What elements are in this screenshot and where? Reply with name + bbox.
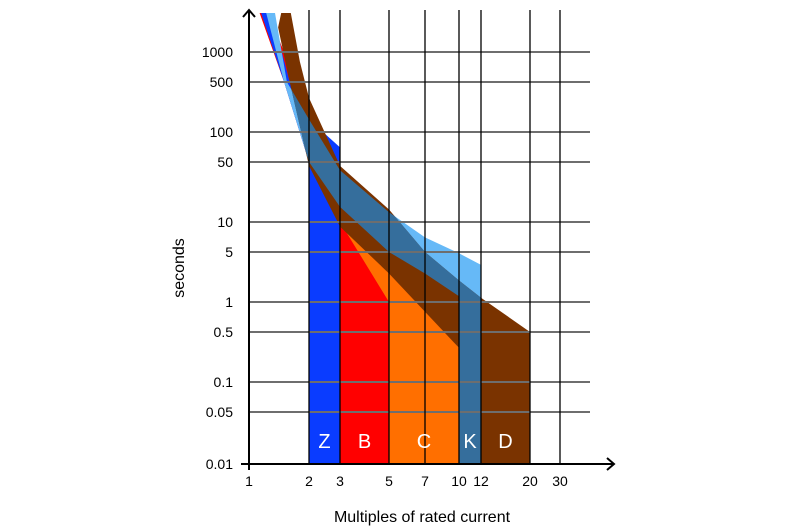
y-tick-label: 0.01 bbox=[206, 456, 233, 472]
x-tick-label: 20 bbox=[522, 473, 538, 489]
x-tick-label: 2 bbox=[305, 473, 313, 489]
y-tick-label: 50 bbox=[217, 154, 233, 170]
y-tick-label: 0.1 bbox=[214, 374, 234, 390]
bands-layer bbox=[259, 13, 530, 465]
band-c bbox=[329, 187, 459, 465]
axes bbox=[241, 8, 616, 471]
band-label-b: B bbox=[358, 431, 371, 453]
band-label-d: D bbox=[498, 431, 512, 453]
x-tick-label: 1 bbox=[245, 473, 253, 489]
grid bbox=[249, 10, 590, 464]
x-tick-label: 30 bbox=[552, 473, 568, 489]
y-tick-label: 10 bbox=[217, 214, 233, 230]
band-label-z: Z bbox=[318, 431, 330, 453]
y-tick-label: 500 bbox=[210, 74, 234, 90]
x-tick-label: 12 bbox=[473, 473, 489, 489]
x-tick-label: 3 bbox=[336, 473, 344, 489]
y-tick-label: 100 bbox=[210, 124, 234, 140]
y-tick-label: 1 bbox=[225, 294, 233, 310]
x-tick-label: 7 bbox=[421, 473, 429, 489]
y-tick-label: 0.5 bbox=[214, 324, 234, 340]
x-axis-arrow-icon bbox=[606, 457, 616, 471]
y-tick-label: 0.05 bbox=[206, 404, 233, 420]
band-label-c: C bbox=[417, 431, 431, 453]
y-tick-label: 5 bbox=[225, 244, 233, 260]
x-axis-label: Multiples of rated current bbox=[334, 509, 511, 526]
y-axis-arrow-icon bbox=[242, 8, 256, 18]
band-label-k: K bbox=[463, 431, 477, 453]
y-tick-label: 1000 bbox=[202, 44, 233, 60]
band-b bbox=[259, 13, 389, 464]
x-tick-label: 10 bbox=[451, 473, 467, 489]
y-axis-label: seconds bbox=[171, 238, 188, 298]
band-z bbox=[261, 13, 340, 464]
x-tick-label: 5 bbox=[385, 473, 393, 489]
